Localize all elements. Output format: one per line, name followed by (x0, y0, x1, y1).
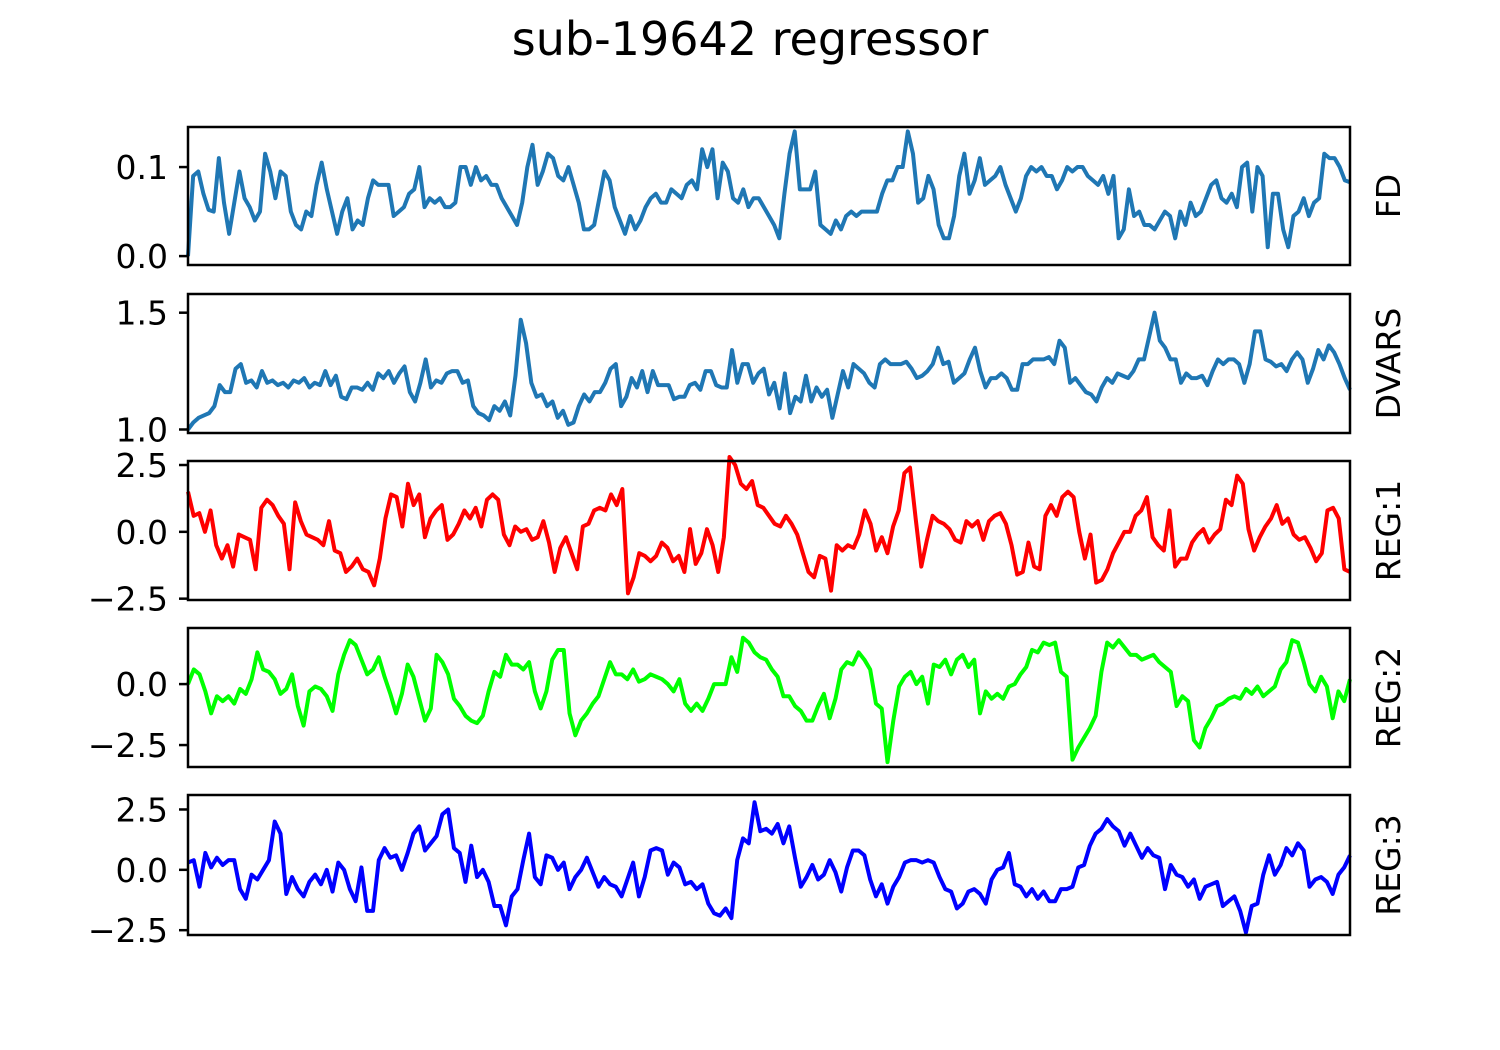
panel-dvars: 1.0 1.5 DVARS (116, 292, 1408, 449)
series-label-reg-3: REG:3 (1369, 814, 1408, 915)
y-tick-label-reg-1: −2.5 (88, 580, 168, 619)
series-label-reg-1: REG:1 (1369, 480, 1408, 581)
series-line-fd (186, 129, 1351, 257)
y-tick-label-reg-3: 0.0 (116, 851, 168, 890)
axes-frame-dvars (186, 292, 1352, 435)
y-tick-label-fd: 0.0 (116, 237, 168, 276)
panel-reg-3: −2.5 0.0 2.5 REG:3 (88, 790, 1408, 950)
series-label-reg-2: REG:2 (1369, 647, 1408, 748)
y-tick-label-dvars: 1.5 (116, 294, 168, 333)
series-label-dvars: DVARS (1369, 308, 1408, 420)
y-tick-label-fd: 0.1 (116, 148, 168, 187)
series-line-reg-1 (186, 454, 1351, 596)
axes-frame-reg-3 (186, 793, 1352, 937)
axes-frame-fd (186, 125, 1352, 267)
y-tick-label-reg-3: 2.5 (116, 790, 168, 829)
y-tick-label-reg-3: −2.5 (88, 911, 168, 950)
series-line-reg-2 (186, 635, 1352, 765)
y-tick-label-reg-1: 0.0 (116, 513, 168, 552)
panel-reg-1: −2.5 0.0 2.5 REG:1 (88, 446, 1408, 619)
axes-frame-reg-1 (186, 459, 1352, 602)
series-line-reg-3 (187, 800, 1352, 935)
y-tick-label-dvars: 1.0 (116, 410, 168, 449)
series-line-dvars (186, 310, 1352, 431)
panel-fd: 0.0 0.1 FD (116, 125, 1408, 276)
axes-frame-reg-2 (186, 626, 1352, 769)
y-tick-label-reg-2: −2.5 (88, 726, 168, 765)
y-tick-label-reg-2: 0.0 (116, 665, 168, 704)
y-tick-label-reg-1: 2.5 (116, 446, 168, 485)
panel-reg-2: −2.5 0.0 REG:2 (88, 626, 1408, 769)
series-label-fd: FD (1369, 174, 1408, 218)
chart-title: sub-19642 regressor (511, 12, 989, 66)
